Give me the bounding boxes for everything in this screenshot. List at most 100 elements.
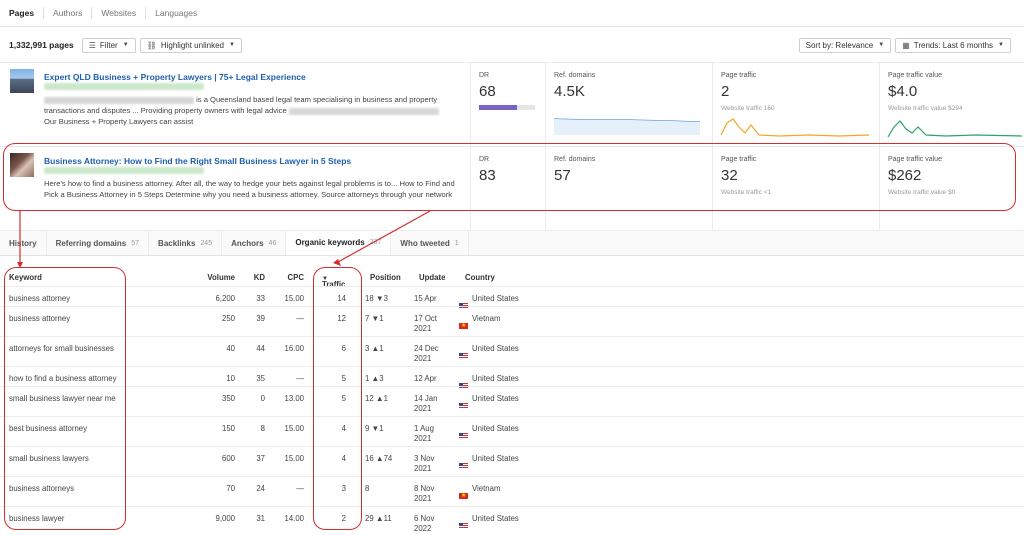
results-count: 1,332,991 pages	[9, 40, 74, 50]
traffic-value-value[interactable]: $262	[888, 167, 922, 184]
table-row[interactable]: how to find a business attorney 10 35 — 5 1 ▲…	[0, 366, 1024, 389]
dr-metric: DR 68	[470, 63, 545, 147]
us-flag-icon	[459, 352, 468, 359]
desc-line: Pick a Business Attorney in 5 Steps Dete…	[44, 190, 453, 199]
keyword-cell[interactable]: business attorneys	[9, 484, 75, 493]
tab-pages[interactable]: Pages	[9, 8, 35, 18]
position-cell: 29 ▲11	[365, 514, 392, 524]
col-country[interactable]: Country	[465, 273, 495, 282]
website-traffic: Website traffic <1	[721, 189, 772, 196]
position-cell: 16 ▲74	[365, 454, 392, 464]
traffic-cell: 5	[341, 374, 346, 383]
tab-label: Referring domains	[55, 238, 127, 248]
ref-domains-value[interactable]: 57	[554, 167, 571, 184]
chevron-down-icon: ▼	[998, 42, 1004, 48]
tab-label: Organic keywords	[295, 238, 365, 247]
desc-line: is a Queensland based legal team special…	[196, 95, 438, 104]
trends-button[interactable]: ▦ Trends: Last 6 months ▼	[895, 37, 1011, 53]
update-cell: 17 Oct 2021	[414, 314, 437, 334]
table-row[interactable]: business attorney 6,200 33 15.00 14 18 ▼3 15 A…	[0, 286, 1024, 309]
tab-anchors[interactable]: Anchors 46	[222, 231, 287, 255]
keyword-cell[interactable]: business lawyer	[9, 514, 65, 523]
tab-organic-keywords[interactable]: Organic keywords 237	[286, 231, 392, 255]
chevron-down-icon: ▼	[878, 42, 885, 48]
filter-button[interactable]: ☰ Filter ▼	[81, 37, 136, 53]
filter-label: Filter	[99, 40, 118, 50]
result-url-blurred[interactable]	[44, 83, 204, 90]
page-traffic-value[interactable]: 2	[721, 83, 730, 100]
position-change: 1	[383, 394, 388, 403]
volume-cell: 9,000	[215, 514, 235, 523]
col-kd[interactable]: KD	[253, 273, 265, 282]
table-row[interactable]: best business attorney 150 8 15.00 4 9 ▼1 1 Au…	[0, 416, 1024, 446]
volume-cell: 70	[226, 484, 235, 493]
country-cell: United States	[459, 514, 519, 529]
desc-line: transactions and disputes ... Providing …	[44, 106, 287, 115]
traffic-value-value[interactable]: $4.0	[888, 83, 918, 100]
kd-cell: 44	[256, 344, 265, 353]
ref-domains-metric: Ref. domains 4.5K	[545, 63, 712, 147]
keyword-cell[interactable]: attorneys for small businesses	[9, 344, 114, 353]
highlight-unlinked-button[interactable]: ⛓ Highlight unlinked ▼	[139, 37, 242, 53]
col-keyword[interactable]: Keyword	[9, 273, 42, 282]
cpc-cell: 15.00	[284, 294, 304, 303]
traffic-cell: 12	[337, 314, 346, 323]
position-value: 9	[365, 424, 370, 433]
table-row[interactable]: small business lawyers 600 37 15.00 4 16 ▲74 3…	[0, 446, 1024, 476]
update-year: 2021	[414, 354, 432, 363]
tab-referring-domains[interactable]: Referring domains 57	[47, 231, 150, 255]
table-row[interactable]: small business lawyer near me 350 0 13.00 5 1…	[0, 386, 1024, 416]
position-value: 8	[365, 484, 370, 493]
desc-line: Here's how to find a business attorney. …	[44, 179, 455, 188]
website-traffic: Website traffic 160	[721, 105, 775, 112]
keyword-cell[interactable]: business attorney	[9, 294, 71, 303]
dr-value[interactable]: 68	[479, 83, 496, 100]
result-url-blurred[interactable]	[44, 167, 204, 174]
keyword-cell[interactable]: best business attorney	[9, 424, 88, 433]
position-value: 7	[365, 314, 370, 323]
tab-websites[interactable]: Websites	[91, 7, 145, 19]
position-change: 3	[383, 294, 388, 303]
page-traffic-label: Page traffic	[721, 72, 757, 79]
ref-domains-label: Ref. domains	[554, 156, 596, 163]
dr-metric: DR 83	[470, 147, 545, 231]
position-cell: 3 ▲1	[365, 344, 384, 354]
keyword-cell[interactable]: small business lawyer near me	[9, 394, 116, 403]
us-flag-icon	[459, 462, 468, 469]
tab-who-tweeted[interactable]: Who tweeted 1	[391, 231, 469, 255]
table-row[interactable]: business lawyer 9,000 31 14.00 2 29 ▲11 6 Nov 2…	[0, 506, 1024, 535]
keyword-cell[interactable]: small business lawyers	[9, 454, 89, 463]
col-position[interactable]: Position	[370, 273, 401, 282]
update-date: 1 Aug	[414, 424, 434, 433]
traffic-cell: 6	[341, 344, 346, 353]
us-flag-icon	[459, 382, 468, 389]
col-cpc[interactable]: CPC	[287, 273, 304, 282]
col-update[interactable]: Update	[419, 273, 446, 282]
position-change: 1	[379, 344, 384, 353]
result-title-link[interactable]: Business Attorney: How to Find the Right…	[44, 156, 352, 166]
keyword-cell[interactable]: how to find a business attorney	[9, 374, 117, 383]
page-traffic-value[interactable]: 32	[721, 167, 738, 184]
position-change: 11	[383, 514, 392, 523]
ref-domains-value[interactable]: 4.5K	[554, 83, 585, 100]
cpc-cell: —	[296, 374, 304, 383]
tab-count: 46	[268, 239, 277, 247]
result-title-link[interactable]: Expert QLD Business + Property Lawyers |…	[44, 72, 306, 82]
col-traffic[interactable]: Traffic ▼	[322, 273, 345, 289]
trends-label: Trends: Last 6 months	[913, 40, 994, 50]
page-traffic-metric: Page traffic 2 Website traffic 160	[712, 63, 879, 147]
tab-history[interactable]: History	[0, 231, 47, 255]
traffic-cell: 3	[341, 484, 346, 493]
kd-cell: 35	[256, 374, 265, 383]
col-volume[interactable]: Volume	[207, 273, 235, 282]
keyword-cell[interactable]: business attorney	[9, 314, 71, 323]
sort-button[interactable]: Sort by: Relevance ▼	[798, 37, 892, 53]
country-name: Vietnam	[472, 314, 501, 323]
tab-backlinks[interactable]: Backlinks 245	[149, 231, 223, 255]
table-row[interactable]: attorneys for small businesses 40 44 16.00 6…	[0, 336, 1024, 366]
tab-authors[interactable]: Authors	[43, 7, 91, 19]
tab-languages[interactable]: Languages	[145, 7, 206, 19]
dr-value[interactable]: 83	[479, 167, 496, 184]
